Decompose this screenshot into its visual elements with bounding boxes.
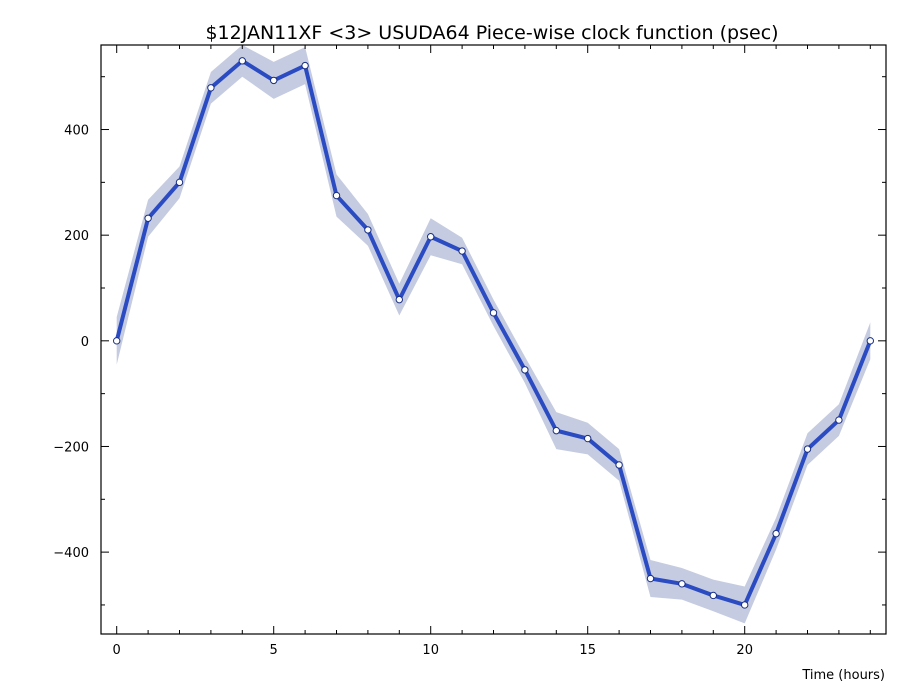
data-point <box>866 337 874 345</box>
x-tick-label: 0 <box>113 643 121 658</box>
data-point <box>584 434 592 443</box>
series-line <box>114 58 873 607</box>
data-point <box>678 580 686 588</box>
series-line-layer <box>114 58 873 607</box>
data-point <box>364 226 372 234</box>
data-point <box>301 61 309 70</box>
data-point <box>427 233 435 241</box>
data-point <box>741 601 749 609</box>
x-tick-label: 15 <box>579 643 596 658</box>
data-point <box>332 191 341 200</box>
data-point <box>144 214 152 222</box>
data-point <box>552 426 560 435</box>
uncertainty-band-layer <box>116 45 871 624</box>
data-point <box>238 57 247 65</box>
x-axis-label: Time (hours) <box>801 668 885 683</box>
data-point <box>803 445 812 453</box>
data-point <box>270 76 278 85</box>
data-point <box>646 574 655 583</box>
data-point <box>113 337 121 345</box>
data-point <box>458 247 466 255</box>
data-point <box>772 529 780 538</box>
data-point <box>521 366 529 374</box>
data-point <box>489 309 498 317</box>
x-tick-label: 10 <box>422 643 439 658</box>
y-tick-label: −200 <box>53 440 89 455</box>
x-tick-label: 20 <box>736 643 753 658</box>
data-point <box>207 84 215 92</box>
axes: 0 5 10 15 20 −400 −200 0 200 400 <box>53 44 887 658</box>
data-point <box>835 416 843 424</box>
uncertainty-band <box>116 45 871 624</box>
y-tick-label: 400 <box>64 124 89 139</box>
chart-title: $12JAN11XF <3> USUDA64 Piece-wise clock … <box>205 22 778 44</box>
y-tick-label: 0 <box>81 335 89 350</box>
data-point <box>615 461 623 469</box>
data-point <box>395 295 403 304</box>
y-tick-label: −400 <box>53 546 89 561</box>
data-point <box>175 178 184 187</box>
data-point <box>709 591 717 600</box>
y-tick-label: 200 <box>64 229 89 244</box>
data-point-layer <box>113 57 874 609</box>
x-tick-label: 5 <box>270 643 278 658</box>
